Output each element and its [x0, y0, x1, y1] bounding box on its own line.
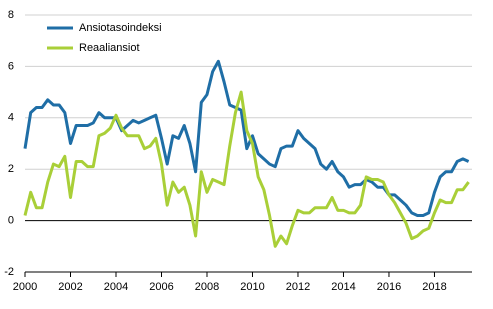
x-tick-label: 2000 — [13, 281, 37, 293]
x-tick-label: 2012 — [286, 281, 310, 293]
x-tick-label: 2002 — [58, 281, 82, 293]
x-tick-label: 2016 — [377, 281, 401, 293]
y-tick-label: -2 — [4, 266, 14, 278]
y-tick-label: 0 — [8, 215, 14, 227]
y-tick-label: 8 — [8, 9, 14, 21]
y-tick-label: 6 — [8, 60, 14, 72]
x-tick-label: 2004 — [104, 281, 128, 293]
legend-label: Reaaliansiot — [79, 42, 140, 54]
y-tick-label: 4 — [8, 112, 14, 124]
series-line — [23, 90, 470, 248]
x-tick-label: 2014 — [331, 281, 355, 293]
y-tick-label: 2 — [8, 163, 14, 175]
legend-label: Ansiotasoindeksi — [79, 22, 162, 34]
x-tick-label: 2010 — [240, 281, 264, 293]
x-tick-label: 2006 — [149, 281, 173, 293]
x-tick-label: 2008 — [195, 281, 219, 293]
x-tick-label: 2018 — [422, 281, 446, 293]
series-line — [23, 59, 470, 217]
